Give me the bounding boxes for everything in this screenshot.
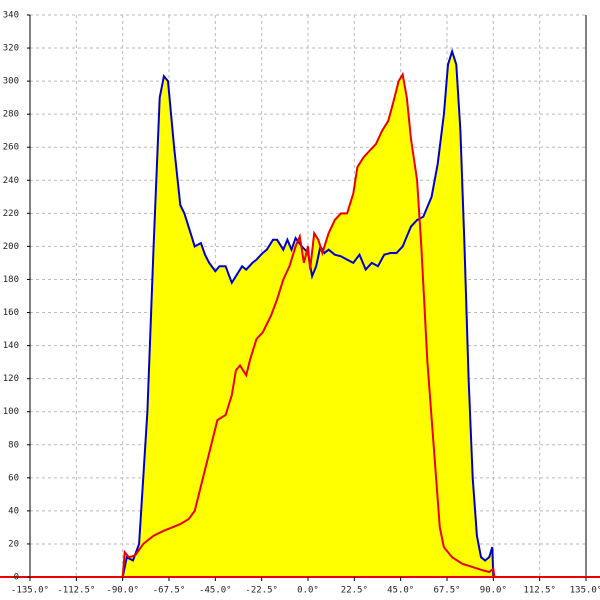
x-tick-label: -135.0° [11,586,49,596]
plot [121,48,496,578]
x-tick-label: -112.5° [57,586,95,596]
area-fill [122,74,495,577]
y-tick-label: 40 [8,506,19,516]
x-tick-label: 67.5° [433,586,460,596]
line [121,71,496,578]
y-tick-label: 340 [3,11,19,21]
x-tick-label: -22.5° [245,586,278,596]
y-tick-label: 280 [3,110,19,120]
x-tick-label: 22.5° [341,586,368,596]
y-tick-label: 220 [3,209,19,219]
y-tick-label: 120 [3,374,19,384]
x-tick-label: -90.0° [106,586,139,596]
y-tick-label: 140 [3,341,19,351]
y-tick-label: 100 [3,407,19,417]
x-tick-label: 90.0° [480,586,507,596]
x-tick-label: -67.5° [153,586,186,596]
y-tick-label: 260 [3,143,19,153]
y-tick-label: 240 [3,176,19,186]
y-tick-label: 180 [3,275,19,285]
x-tick-label: 45.0° [387,586,414,596]
y-tick-label: 0 [14,573,19,583]
y-tick-label: 300 [3,77,19,87]
x-tick-label: -45.0° [199,586,232,596]
y-tick-label: 200 [3,242,19,252]
y-tick-label: 160 [3,308,19,318]
x-tick-label: 112.5° [523,586,556,596]
x-tick-label: 0.0° [297,586,319,596]
x-tick-label: 135.0° [570,586,600,596]
y-tick-label: 320 [3,44,19,54]
y-tick-label: 80 [8,440,19,450]
y-tick-label: 60 [8,473,19,483]
y-tick-label: 20 [8,539,19,549]
labels: 0 20 40 60 80 100 120 140 160 180 200 220 240 260 280 3… [3,11,600,596]
line [121,48,495,578]
